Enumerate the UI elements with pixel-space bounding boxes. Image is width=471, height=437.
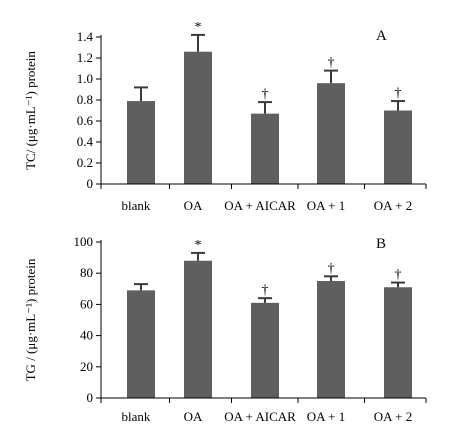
panel-a-significance-marker-2: † [262,87,269,102]
panel-b-bar-3 [317,281,345,398]
panel-a-label: A [376,28,387,44]
panel-b-significance-marker-1: * [195,238,202,253]
panel-b-category-label-3: OA + 1 [307,409,345,424]
panel-b-y-tick-label-2: 40 [80,328,93,343]
panel-a-y-axis-title: TC/ (μg·mL⁻¹) protein [23,51,38,170]
panel-a-significance-marker-4: † [395,86,402,101]
panel-b-label: B [376,236,386,252]
panel-a-y-tick-label-5: 1.0 [77,71,93,86]
panel-a-category-label-0: blank [122,198,151,213]
panel-b-significance-marker-2: † [262,283,269,298]
panel-b-y-tick-label-0: 0 [87,390,94,405]
panel-a-category-label-3: OA + 1 [307,198,345,213]
panel-b-bar-0 [127,290,155,398]
panel-b-bar-2 [251,302,279,398]
panel-a-y-tick-label-2: 0.4 [77,134,94,149]
panel-a-bar-1 [184,51,212,185]
panel-b-bar-1 [184,260,212,398]
panel-a-y-tick-label-3: 0.6 [77,113,94,128]
panel-a-y-tick-label-0: 0 [87,176,94,191]
panel-b-y-tick-label-1: 20 [80,359,93,374]
panel-b-y-tick-label-5: 100 [74,234,94,249]
panel-b-category-label-2: OA + AICAR [224,409,296,424]
panel-a-y-tick-label-1: 0.2 [77,155,93,170]
panel-b-y-tick-label-4: 80 [80,265,93,280]
panel-a-category-label-2: OA + AICAR [224,198,296,213]
panel-b-y-tick-label-3: 60 [80,296,93,311]
panel-a-significance-marker-3: † [328,56,335,71]
panel-b-significance-marker-4: † [395,268,402,283]
panel-a-category-label-4: OA + 2 [374,198,412,213]
panel-a-bar-3 [317,83,345,184]
panel-a-bar-4 [384,110,412,184]
panel-a-y-tick-label-4: 0.8 [77,92,93,107]
panel-b-category-label-0: blank [122,409,151,424]
panel-b-bar-4 [384,287,412,398]
panel-a-bar-2 [251,113,279,184]
panel-b-category-label-1: OA [184,409,203,424]
panel-b-y-axis-title: TG / (μg·mL⁻¹) protein [23,258,38,381]
panel-a-y-tick-label-6: 1.2 [77,50,93,65]
panel-b-significance-marker-3: † [328,261,335,276]
panel-a-bar-0 [127,101,155,184]
panel-a-significance-marker-1: * [195,20,202,35]
panel-a-y-tick-label-7: 1.4 [77,29,94,44]
panel-a-category-label-1: OA [184,198,203,213]
panel-b-category-label-4: OA + 2 [374,409,412,424]
